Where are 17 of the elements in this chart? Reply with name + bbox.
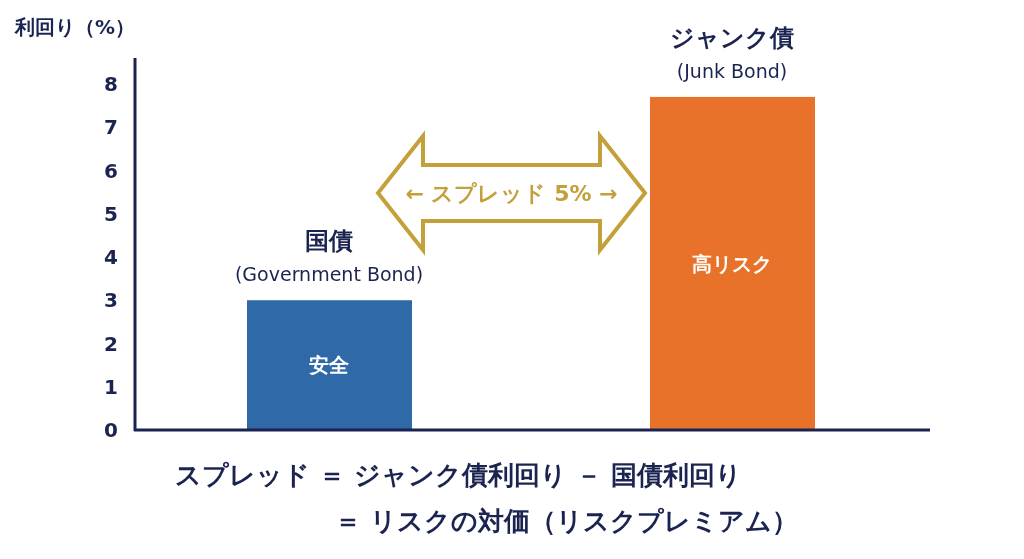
x-tick-label: ジャンク債 (Junk Bond) bbox=[670, 23, 794, 82]
data-label: 高リスク bbox=[692, 251, 772, 276]
text: ＝ リスクの対価（リスクプレミアム） bbox=[335, 506, 799, 536]
y-tick-label: 7 bbox=[104, 115, 118, 140]
y-tick-label: 3 bbox=[104, 288, 118, 313]
y-tick-label: 5 bbox=[104, 201, 118, 226]
y-tick-label: 8 bbox=[104, 72, 118, 97]
annotation: ← スプレッド 5% → bbox=[405, 180, 618, 206]
x-tick-label: 国債 (Government Bond) bbox=[234, 227, 424, 286]
y-tick-label: 2 bbox=[104, 331, 118, 356]
y-tick-label: 6 bbox=[104, 158, 118, 183]
y-tick-label: 4 bbox=[104, 245, 118, 270]
text: スプレッド ＝ ジャンク債利回り － 国債利回り bbox=[175, 460, 743, 490]
y-tick-label: 1 bbox=[104, 374, 118, 399]
y-axis-title: 利回り（%） bbox=[14, 15, 136, 39]
y-tick-label: 0 bbox=[104, 418, 118, 443]
data-label: 安全 bbox=[309, 353, 350, 378]
